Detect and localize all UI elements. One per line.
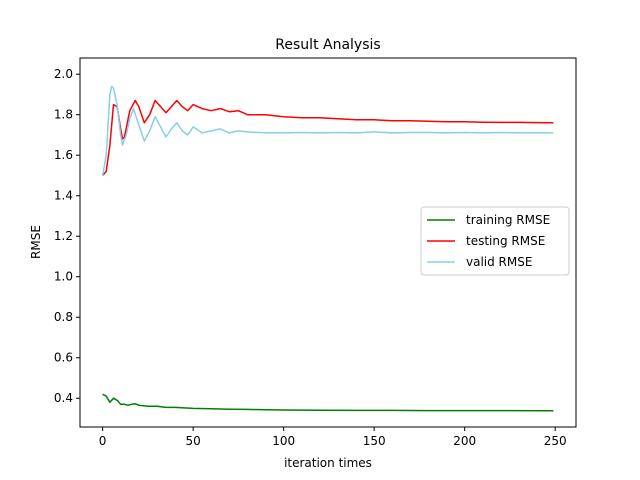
y-axis-ticks: 0.4 0.6 0.8 1.0 1.2 1.4 1.6 1.8 2.0 bbox=[54, 67, 80, 405]
y-tick-label: 1.0 bbox=[54, 270, 73, 284]
y-tick-label: 2.0 bbox=[54, 67, 73, 81]
legend-label-0: training RMSE bbox=[466, 213, 550, 227]
legend-box bbox=[420, 206, 570, 276]
y-tick-label: 0.6 bbox=[54, 351, 73, 365]
x-tick-label: 150 bbox=[363, 434, 386, 448]
x-tick-label: 100 bbox=[272, 434, 295, 448]
series-line-0 bbox=[102, 393, 554, 412]
x-axis-label: iteration times bbox=[284, 456, 372, 470]
x-tick-label: 200 bbox=[453, 434, 476, 448]
y-tick-label: 1.4 bbox=[54, 189, 73, 203]
x-tick-label: 250 bbox=[544, 434, 567, 448]
plot-frame bbox=[79, 57, 577, 428]
legend-label-1: testing RMSE bbox=[466, 234, 545, 248]
y-tick-label: 1.6 bbox=[54, 148, 73, 162]
y-tick-label: 1.8 bbox=[54, 108, 73, 122]
y-tick-label: 0.4 bbox=[54, 391, 73, 405]
legend-label-2: valid RMSE bbox=[466, 255, 532, 269]
y-tick-label: 0.8 bbox=[54, 310, 73, 324]
legend: training RMSE testing RMSE valid RMSE bbox=[420, 206, 570, 276]
chart-title: Result Analysis bbox=[275, 37, 380, 53]
x-axis-ticks: 0 50 100 150 200 250 bbox=[99, 427, 567, 448]
x-tick-label: 50 bbox=[185, 434, 200, 448]
series-line-1 bbox=[102, 99, 554, 176]
y-axis-label: RMSE bbox=[29, 225, 43, 259]
plot-lines bbox=[101, 85, 554, 412]
y-tick-label: 1.2 bbox=[54, 229, 73, 243]
series-line-2 bbox=[101, 85, 554, 176]
x-tick-label: 0 bbox=[99, 434, 107, 448]
